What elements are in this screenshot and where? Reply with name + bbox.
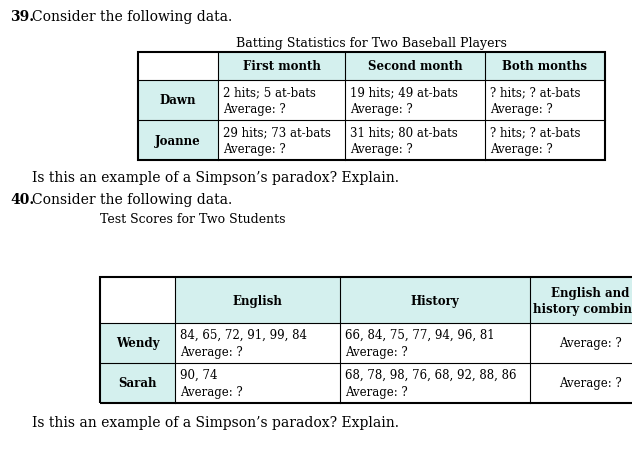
- Text: 84, 65, 72, 91, 99, 84
Average: ?: 84, 65, 72, 91, 99, 84 Average: ?: [180, 328, 307, 358]
- Bar: [345, 53, 485, 81]
- Bar: [218, 121, 345, 161]
- Bar: [138, 121, 218, 161]
- Bar: [175, 277, 340, 323]
- Text: Both months: Both months: [502, 61, 588, 73]
- Text: Joanne: Joanne: [155, 134, 201, 147]
- Bar: [345, 81, 485, 121]
- Text: 90, 74
Average: ?: 90, 74 Average: ?: [180, 368, 243, 398]
- Text: First month: First month: [243, 61, 320, 73]
- Bar: [530, 363, 632, 403]
- Text: 2 hits; 5 at-bats
Average: ?: 2 hits; 5 at-bats Average: ?: [223, 86, 316, 116]
- Bar: [100, 277, 632, 403]
- Bar: [485, 121, 605, 161]
- Bar: [100, 363, 175, 403]
- Text: ? hits; ? at-bats
Average: ?: ? hits; ? at-bats Average: ?: [490, 86, 581, 116]
- Bar: [340, 277, 530, 323]
- Text: 31 hits; 80 at-bats
Average: ?: 31 hits; 80 at-bats Average: ?: [350, 126, 458, 156]
- Bar: [100, 323, 175, 363]
- Bar: [175, 323, 340, 363]
- Text: ? hits; ? at-bats
Average: ?: ? hits; ? at-bats Average: ?: [490, 126, 581, 156]
- Bar: [218, 81, 345, 121]
- Text: 40.: 40.: [10, 193, 34, 207]
- Text: Consider the following data.: Consider the following data.: [32, 193, 232, 207]
- Bar: [138, 53, 605, 161]
- Text: Is this an example of a Simpson’s paradox? Explain.: Is this an example of a Simpson’s parado…: [32, 415, 399, 429]
- Text: Is this an example of a Simpson’s paradox? Explain.: Is this an example of a Simpson’s parado…: [32, 171, 399, 185]
- Text: Average: ?: Average: ?: [559, 377, 621, 390]
- Text: 39.: 39.: [10, 10, 34, 24]
- Text: 19 hits; 49 at-bats
Average: ?: 19 hits; 49 at-bats Average: ?: [350, 86, 458, 116]
- Text: Sarah: Sarah: [118, 377, 157, 390]
- Text: Test Scores for Two Students: Test Scores for Two Students: [100, 213, 286, 225]
- Text: 29 hits; 73 at-bats
Average: ?: 29 hits; 73 at-bats Average: ?: [223, 126, 331, 156]
- Text: 66, 84, 75, 77, 94, 96, 81
Average: ?: 66, 84, 75, 77, 94, 96, 81 Average: ?: [345, 328, 495, 358]
- Bar: [530, 323, 632, 363]
- Text: 68, 78, 98, 76, 68, 92, 88, 86
Average: ?: 68, 78, 98, 76, 68, 92, 88, 86 Average: …: [345, 368, 516, 398]
- Text: Average: ?: Average: ?: [559, 337, 621, 350]
- Bar: [530, 277, 632, 323]
- Text: Consider the following data.: Consider the following data.: [32, 10, 232, 24]
- Bar: [340, 323, 530, 363]
- Bar: [485, 81, 605, 121]
- Text: English and
history combined: English and history combined: [533, 286, 632, 315]
- Text: Wendy: Wendy: [116, 337, 159, 350]
- Text: Second month: Second month: [368, 61, 463, 73]
- Bar: [100, 277, 175, 323]
- Text: Batting Statistics for Two Baseball Players: Batting Statistics for Two Baseball Play…: [236, 37, 507, 50]
- Bar: [138, 81, 218, 121]
- Text: Dawn: Dawn: [160, 94, 197, 107]
- Bar: [175, 363, 340, 403]
- Text: English: English: [233, 294, 283, 307]
- Bar: [218, 53, 345, 81]
- Bar: [138, 53, 218, 81]
- Bar: [485, 53, 605, 81]
- Bar: [345, 121, 485, 161]
- Bar: [340, 363, 530, 403]
- Text: History: History: [411, 294, 459, 307]
